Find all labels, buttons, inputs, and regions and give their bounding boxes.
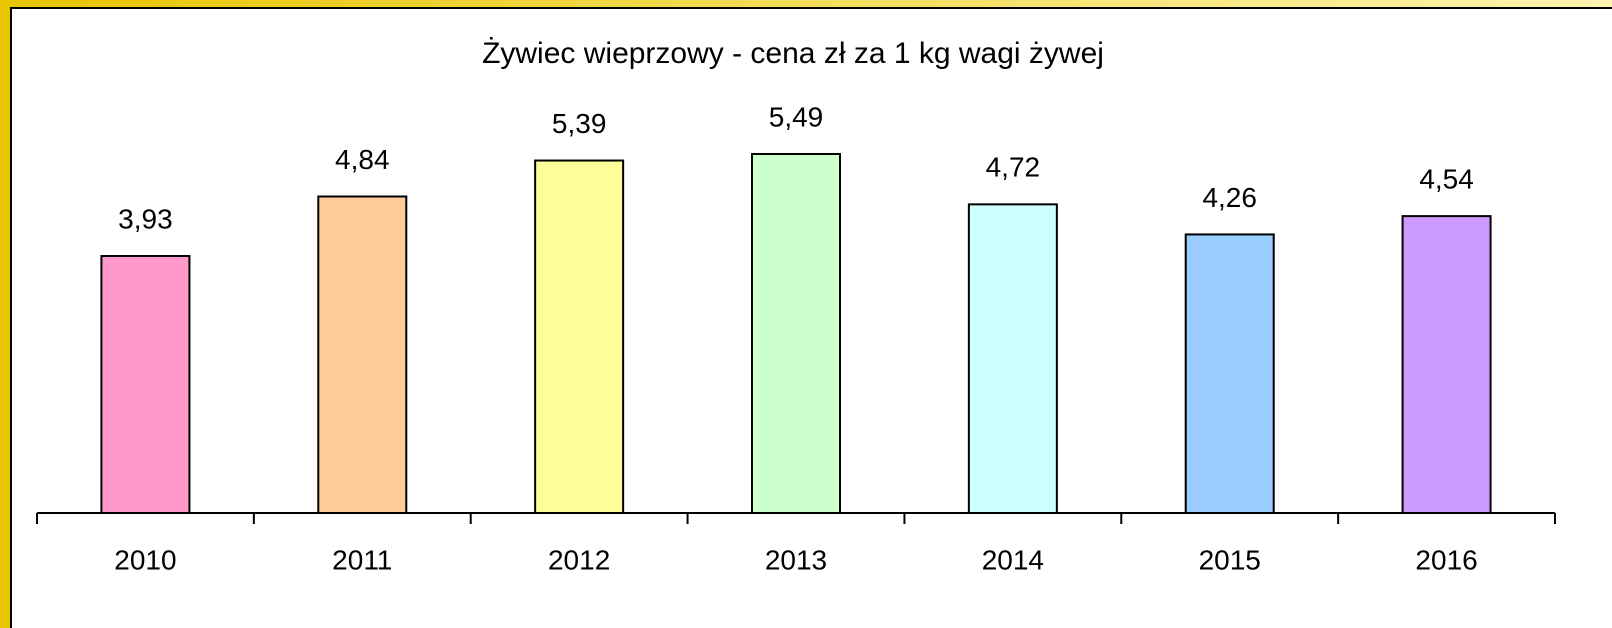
data-label: 4,54: [1419, 164, 1474, 195]
x-tick-label: 2014: [982, 544, 1044, 575]
bar: [967, 203, 1058, 514]
bar: [100, 255, 191, 514]
x-tick-label: 2013: [765, 544, 827, 575]
data-label: 4,72: [986, 152, 1041, 183]
data-label: 5,39: [552, 108, 607, 139]
x-tick-label: 2016: [1415, 544, 1477, 575]
bar: [317, 195, 408, 514]
x-tick-label: 2012: [548, 544, 610, 575]
bar: [1184, 233, 1275, 514]
chart-title: Żywiec wieprzowy - cena zł za 1 kg wagi …: [482, 37, 1104, 70]
data-label: 4,84: [335, 144, 390, 175]
data-label: 3,93: [118, 203, 173, 234]
x-tick-label: 2010: [114, 544, 176, 575]
bar: [1401, 215, 1492, 514]
x-tick-label: 2011: [332, 544, 392, 575]
bar: [534, 159, 625, 515]
x-tick-label: 2015: [1199, 544, 1261, 575]
data-label: 5,49: [769, 101, 824, 132]
data-label: 4,26: [1202, 182, 1257, 213]
bar: [751, 153, 841, 514]
